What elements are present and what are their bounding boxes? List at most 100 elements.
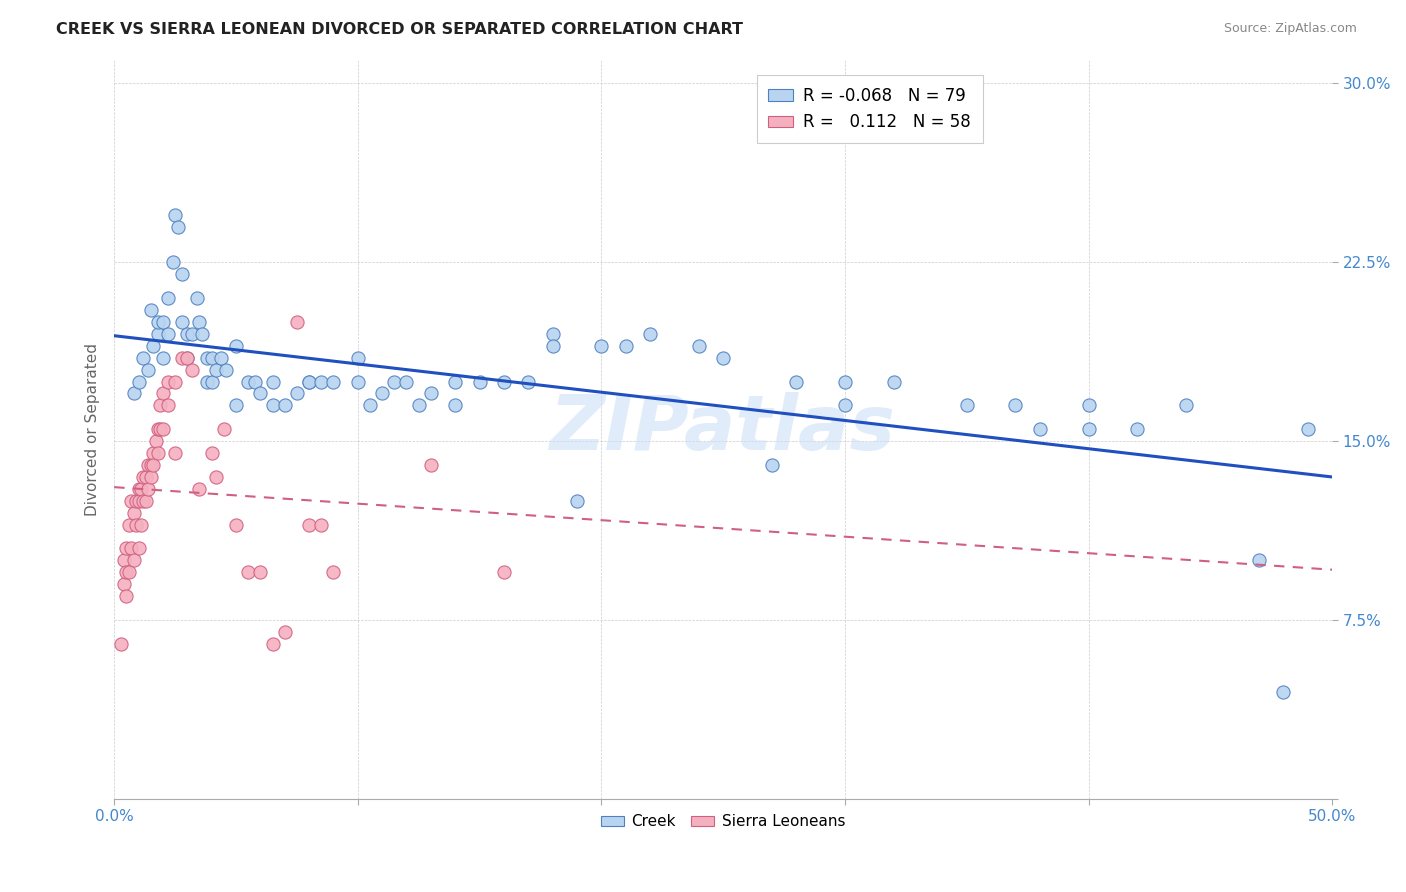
Point xyxy=(419,386,441,401)
Point xyxy=(128,482,150,496)
Point xyxy=(132,351,155,365)
Point xyxy=(146,446,169,460)
Point xyxy=(785,375,807,389)
Point xyxy=(309,517,332,532)
Point xyxy=(125,493,148,508)
Point xyxy=(165,446,187,460)
Point xyxy=(191,326,214,341)
Point xyxy=(139,458,162,472)
Point xyxy=(176,351,198,365)
Text: Source: ZipAtlas.com: Source: ZipAtlas.com xyxy=(1223,22,1357,36)
Point xyxy=(188,482,211,496)
Point xyxy=(249,386,271,401)
Point xyxy=(166,219,188,234)
Point xyxy=(142,458,165,472)
Point xyxy=(181,362,204,376)
Point xyxy=(149,422,172,436)
Point xyxy=(298,517,321,532)
Point xyxy=(1004,398,1026,412)
Point xyxy=(492,566,515,580)
Point xyxy=(156,326,179,341)
Point xyxy=(139,303,162,318)
Point xyxy=(541,339,564,353)
Point xyxy=(152,315,174,329)
Point xyxy=(205,362,228,376)
Point xyxy=(309,375,332,389)
Point xyxy=(225,517,247,532)
Y-axis label: Divorced or Separated: Divorced or Separated xyxy=(86,343,100,516)
Point xyxy=(1174,398,1197,412)
Point xyxy=(956,398,979,412)
Point xyxy=(125,517,148,532)
Point xyxy=(236,566,259,580)
Point xyxy=(444,375,467,389)
Point xyxy=(761,458,783,472)
Point xyxy=(145,434,167,449)
Point xyxy=(136,482,159,496)
Point xyxy=(517,375,540,389)
Point xyxy=(136,362,159,376)
Point xyxy=(118,517,141,532)
Point xyxy=(1077,398,1099,412)
Point xyxy=(298,375,321,389)
Point xyxy=(120,541,142,556)
Point xyxy=(638,326,661,341)
Point xyxy=(492,375,515,389)
Point xyxy=(132,470,155,484)
Point xyxy=(122,386,145,401)
Point xyxy=(541,326,564,341)
Point xyxy=(181,326,204,341)
Point xyxy=(135,493,157,508)
Point xyxy=(273,624,295,639)
Point xyxy=(128,541,150,556)
Point xyxy=(262,375,284,389)
Point xyxy=(195,375,218,389)
Point xyxy=(273,398,295,412)
Point xyxy=(176,351,198,365)
Point xyxy=(346,351,368,365)
Point xyxy=(135,470,157,484)
Point xyxy=(359,398,381,412)
Point xyxy=(201,375,224,389)
Point xyxy=(262,398,284,412)
Point xyxy=(152,351,174,365)
Point xyxy=(1126,422,1149,436)
Point xyxy=(285,386,308,401)
Point xyxy=(262,637,284,651)
Point xyxy=(1029,422,1052,436)
Point xyxy=(112,553,135,567)
Point xyxy=(371,386,394,401)
Point xyxy=(322,375,344,389)
Point xyxy=(382,375,405,389)
Point xyxy=(136,458,159,472)
Point xyxy=(128,493,150,508)
Point xyxy=(1077,422,1099,436)
Point xyxy=(122,553,145,567)
Point xyxy=(614,339,637,353)
Point xyxy=(322,566,344,580)
Point xyxy=(215,362,238,376)
Point xyxy=(225,398,247,412)
Point xyxy=(152,422,174,436)
Point xyxy=(201,351,224,365)
Point xyxy=(186,291,208,305)
Point xyxy=(285,315,308,329)
Point xyxy=(156,291,179,305)
Legend: Creek, Sierra Leoneans: Creek, Sierra Leoneans xyxy=(595,808,852,836)
Point xyxy=(225,339,247,353)
Point xyxy=(444,398,467,412)
Point xyxy=(112,577,135,591)
Point xyxy=(468,375,491,389)
Point xyxy=(834,375,856,389)
Point xyxy=(212,422,235,436)
Point xyxy=(120,493,142,508)
Point xyxy=(128,375,150,389)
Point xyxy=(139,470,162,484)
Point xyxy=(165,375,187,389)
Point xyxy=(298,375,321,389)
Point xyxy=(591,339,613,353)
Point xyxy=(236,375,259,389)
Point xyxy=(115,541,138,556)
Point xyxy=(565,493,588,508)
Text: ZIPatlas: ZIPatlas xyxy=(550,392,896,467)
